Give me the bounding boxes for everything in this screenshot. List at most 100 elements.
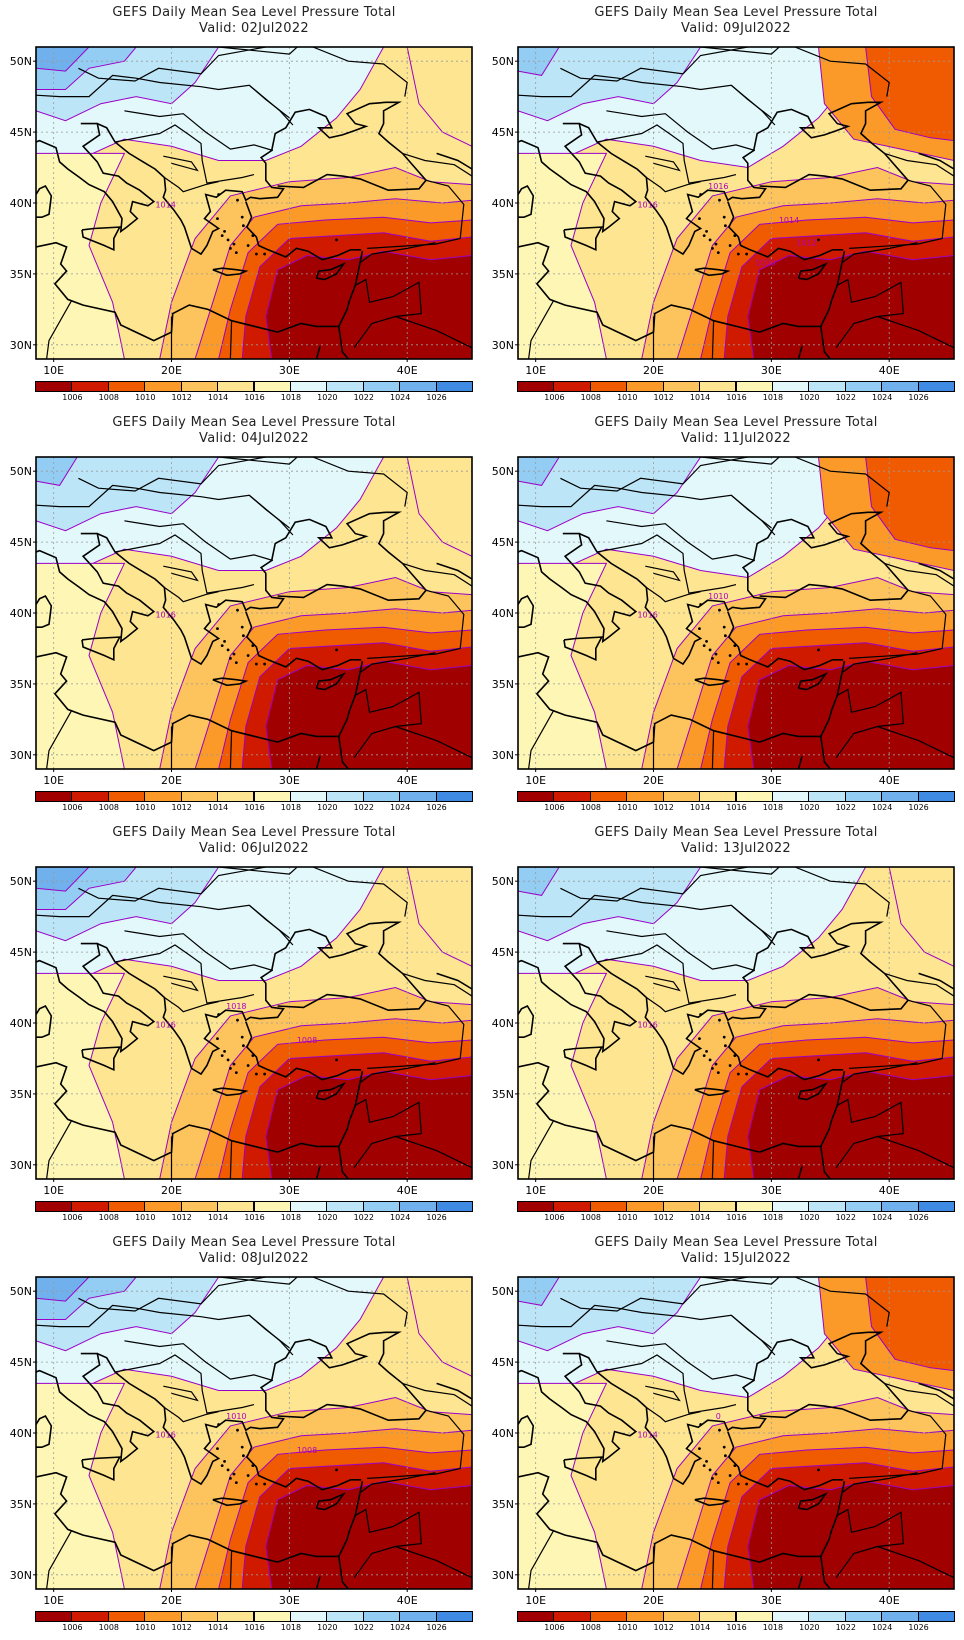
pressure-map: 1016 50N 45N 40N 35N 30N 10E 20E 30E 40E [10,456,473,787]
coastline [315,262,346,281]
longitude-tick-label: 20E [161,364,182,377]
longitude-tick-label: 20E [643,1594,664,1607]
contour-label: 1016 [708,182,728,191]
island [232,652,236,656]
island [702,1464,706,1468]
island [241,1454,245,1458]
colorbar: 1006 1008 1010 1012 1014 1016 1018 1020 1022 1024… [517,791,955,817]
island [736,662,740,666]
panel-valid-date: Valid: 09Jul2022 [681,21,791,36]
panel-title: GEFS Daily Mean Sea Level Pressure Total… [518,1235,954,1267]
colorbar-level-label: 1010 [617,1213,638,1222]
map-area: 1016 1018 1008 [36,867,472,1179]
colorbar-swatch [844,1201,883,1212]
map-panel: GEFS Daily Mean Sea Level Pressure Total… [0,1230,482,1640]
panel-title-text: GEFS Daily Mean Sea Level Pressure Total [594,825,878,840]
contour-label: 1016 [155,610,175,619]
coastline [36,1414,53,1448]
latitude-tick-label: 40N [492,1017,514,1030]
country-border [402,152,472,177]
colorbar-level-label: 1014 [689,1623,711,1632]
coastline [36,651,364,752]
coastline [918,1382,954,1400]
island [699,1013,703,1016]
coastline [36,1471,364,1572]
latitude-tick-label: 35N [10,268,32,281]
contour-label: 1016 [637,610,657,619]
colorbar-swatch [844,791,883,802]
colorbar-swatch [217,1611,255,1622]
colorbar-level-label: 1006 [62,803,83,812]
map-area: 1016 [36,457,472,769]
island [698,627,701,630]
contour-label: 1016 [155,1430,175,1439]
pressure-contour-band [747,1070,954,1179]
colorbar-swatch [399,381,437,392]
island [728,1064,732,1067]
country-border [312,457,408,507]
latitude-tick-label: 50N [10,55,32,68]
coastline [315,1082,346,1101]
colorbar: 1006 1008 1010 1012 1014 1016 1018 1020 1022 1024… [517,1611,955,1637]
coastline [694,677,731,687]
island [241,224,245,228]
country-border [646,587,701,603]
latitude-tick-label: 40N [10,197,32,210]
country-border [711,320,715,359]
colorbar-swatch [553,1611,591,1622]
colorbar-swatch [626,791,664,802]
colorbar-level-label: 1018 [280,803,302,812]
island [698,217,701,221]
colorbar-level-label: 1006 [62,1213,83,1222]
country-border [114,1354,255,1414]
country-border [794,457,890,507]
island [733,644,737,648]
colorbar-swatch [844,381,883,392]
colorbar-level-label: 1026 [908,803,929,812]
country-border [884,562,954,587]
colorbar-swatch [808,791,846,802]
coastline [315,1575,321,1589]
coastline [578,1331,910,1486]
country-border [835,1098,904,1169]
country-border [560,47,748,82]
panel-valid-date: Valid: 13Jul2022 [681,841,791,856]
colorbar: 1006 1008 1010 1012 1014 1016 1018 1020 1022 1024… [35,381,473,407]
island [229,246,232,250]
colorbar-level-label: 1024 [389,1213,411,1222]
panel-valid-date: Valid: 11Jul2022 [681,431,791,446]
island [335,238,338,242]
island [733,234,737,238]
country-border [229,320,233,359]
island [335,1468,338,1472]
island [234,251,238,255]
colorbar-swatch [626,381,664,392]
coastline [36,1352,156,1464]
island [263,252,267,256]
country-border [114,534,255,594]
longitude-tick-label: 30E [761,1184,782,1197]
country-border [596,1354,737,1414]
country-border [78,867,266,902]
colorbar-level-label: 1022 [835,803,856,812]
colorbar-level-label: 1010 [135,1623,156,1632]
country-border [163,155,199,172]
map-panel: GEFS Daily Mean Sea Level Pressure Total… [0,0,482,410]
country-border [312,867,408,917]
island [236,1018,239,1022]
map-area: 1016 1010 1008 [36,1277,472,1589]
pressure-contour-band [36,972,126,1179]
coastline [518,651,846,752]
colorbar-level-label: 1026 [426,803,447,812]
island [723,1454,727,1458]
colorbar-swatch [435,791,473,802]
colorbar: 1006 1008 1010 1012 1014 1016 1018 1020 1022 1024… [517,381,955,407]
colorbar-level-label: 1008 [98,803,120,812]
country-border [794,47,890,97]
latitude-tick-label: 50N [10,1285,32,1298]
country-border [218,1277,299,1285]
colorbar-level-label: 1014 [689,803,711,812]
colorbar-level-label: 1026 [908,1213,929,1222]
island [736,252,740,256]
island [699,193,703,196]
